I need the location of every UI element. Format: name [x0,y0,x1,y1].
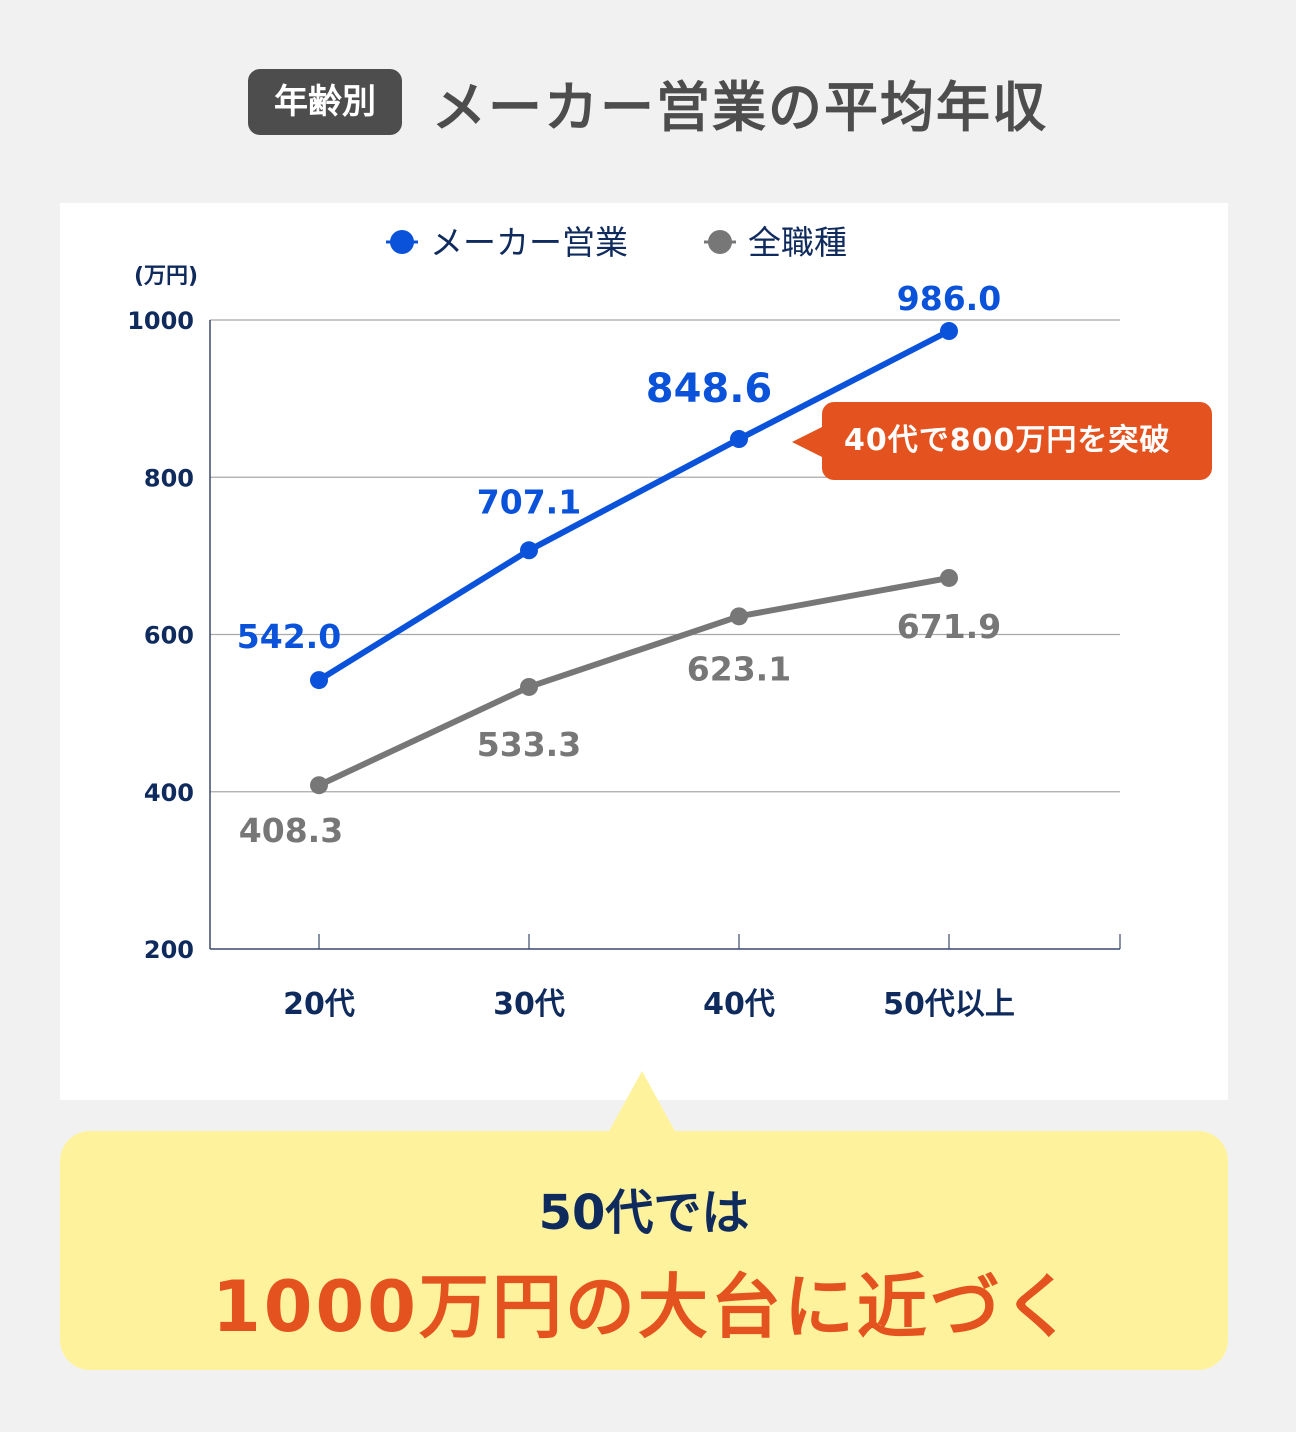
y-tick-label: 800 [144,464,194,492]
x-tick-label: 40代 [703,987,775,1022]
line-chart: メーカー営業 全職種 (万円) 200 400 600 800 1000 20代 30代 40… [127,223,1121,1022]
bubble-tail [608,1071,676,1133]
data-label: 408.3 [239,811,343,850]
data-point [940,322,958,341]
y-tick-label: 200 [144,936,194,964]
y-tick-label: 400 [144,779,194,807]
data-label: 986.0 [897,279,1001,318]
data-point [730,430,748,449]
data-point [940,568,958,587]
header: 年齢別 メーカー営業の平均年収 [0,60,1296,144]
x-tick-label: 50代以上 [883,987,1015,1022]
summary-line-2: 1000万円の大台に近づく [212,1266,1076,1348]
summary-line-1: 50代では [538,1185,750,1241]
legend-label: メーカー営業 [430,223,628,262]
y-tick-label: 1000 [127,307,194,335]
chart-legend: メーカー営業 全職種 [386,223,847,262]
series-line [317,328,951,683]
x-tick-label: 30代 [493,987,565,1022]
legend-marker [708,230,732,254]
y-axis-ticks: 200 400 600 800 1000 [127,307,194,964]
data-label: 848.6 [646,366,773,412]
data-label: 533.3 [477,725,581,764]
y-axis-unit: (万円) [134,264,198,289]
data-point [310,671,328,690]
callout-800: 40代で800万円を突破 [822,402,1212,480]
age-badge: 年齢別 [248,69,402,135]
series-lines: 542.0 707.1 848.6 986.0 408.3 533.3 623.1 671.9 [237,279,1001,850]
page-title: メーカー営業の平均年収 [432,75,1048,139]
data-point [520,677,538,696]
callout-tail [792,426,824,458]
data-point [310,776,328,795]
legend-label: 全職種 [748,223,847,262]
data-label: 542.0 [237,617,341,656]
data-label: 671.9 [897,607,1001,646]
chart-panel [60,203,1228,1100]
x-axis-ticks: 20代 30代 40代 50代以上 [283,934,1015,1022]
legend-marker [390,230,414,254]
y-tick-label: 600 [144,622,194,650]
x-tick-label: 20代 [283,987,355,1022]
summary-bubble: 50代では 1000万円の大台に近づく [60,1131,1228,1370]
data-label: 707.1 [477,482,581,521]
data-point [730,607,748,626]
data-label: 623.1 [687,649,791,688]
series-line [317,575,950,788]
axes [209,320,1121,950]
data-point [520,541,538,560]
